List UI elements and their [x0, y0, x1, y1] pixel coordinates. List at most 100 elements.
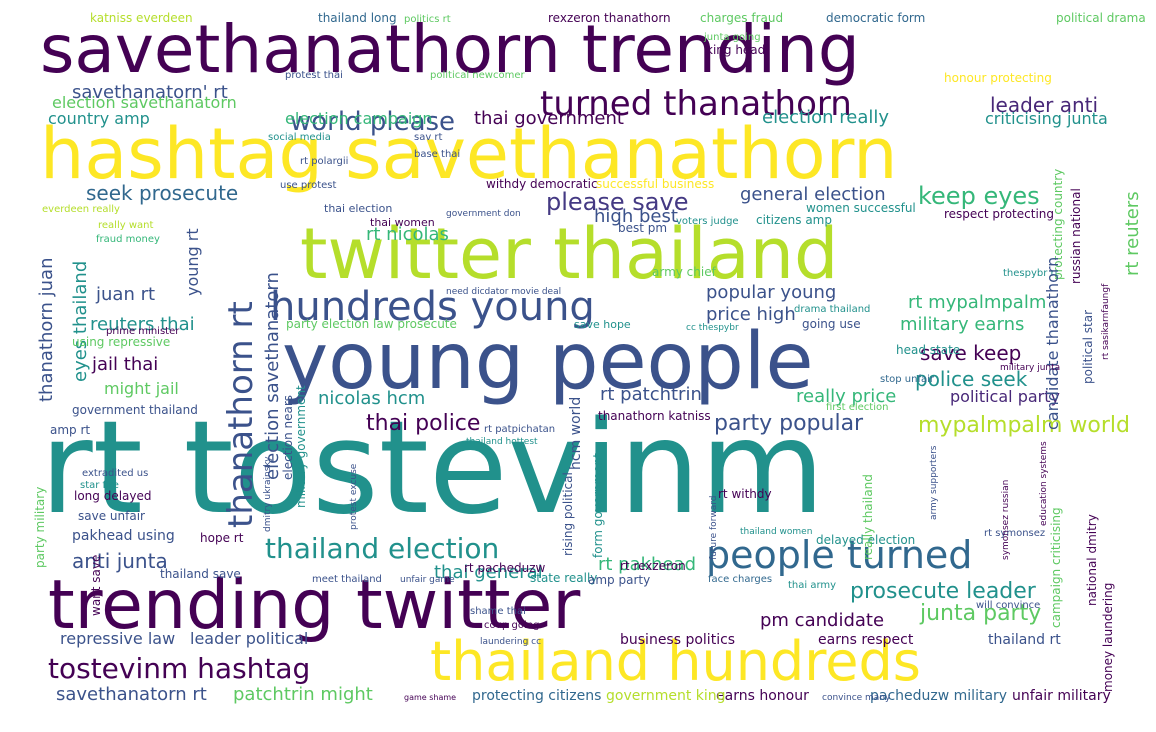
word-government-thailand: government thailand	[72, 403, 198, 417]
word-leader-anti: leader anti	[990, 93, 1098, 117]
word-using-repressive: using repressive	[72, 335, 170, 349]
word-government-king: government king	[606, 688, 726, 704]
word-savethanatorn-rt: savethanatorn' rt	[72, 82, 228, 103]
word-shame-thai: shame thai	[470, 606, 526, 617]
word-political-party: political party	[950, 387, 1060, 406]
word-best-pm: best pm	[618, 221, 667, 235]
word-rt-tostevinm: rt tostevinm	[40, 394, 825, 543]
word-pacheduzw-military: pacheduzw military	[870, 688, 1007, 704]
word-leader-political: leader political	[190, 629, 308, 648]
word-first-election: first election	[826, 402, 888, 413]
word-price-high: price high	[706, 304, 796, 325]
word-form-government: form government	[591, 453, 605, 558]
word-rt-nicolas: rt nicolas	[366, 224, 449, 245]
word-women-successful: women successful	[806, 201, 916, 215]
word-everdeen-really: everdeen really	[42, 204, 120, 215]
word-sav-rt: sav rt	[414, 132, 443, 143]
word-nicolas-hcm: nicolas hcm	[318, 388, 425, 409]
word-government-don: government don	[446, 209, 521, 219]
word-protecting-citizens: protecting citizens	[472, 688, 601, 704]
word-thailand-hottest: thailand hottest	[466, 437, 538, 447]
word-symonsez-russian: symonsez russian	[1001, 480, 1011, 560]
word-rt-patchtrin: rt patchtrin	[600, 384, 702, 405]
word-will-convince: will convince	[976, 600, 1040, 611]
word-dmitry-ukrainsky: dmitry ukrainsky	[263, 456, 273, 532]
word-prime-minister: prime minister	[106, 326, 180, 337]
word-long-delayed: long delayed	[74, 489, 152, 503]
word-thailand-rt: thailand rt	[988, 632, 1061, 648]
word-thailand-women: thailand women	[740, 527, 812, 537]
word-want-save: want save	[89, 555, 103, 616]
word-patchtrin-might: patchtrin might	[233, 684, 373, 705]
word-education-systems: education systems	[1039, 441, 1049, 526]
word-general-election: general election	[740, 184, 886, 205]
word-thai-police: thai police	[366, 411, 480, 436]
word-voters-judge: voters judge	[676, 216, 739, 227]
word-thanathorn-juan: thanathorn juan	[36, 258, 57, 402]
word-twitter-thailand: twitter thailand	[300, 213, 838, 295]
word-party-military: party military	[33, 487, 47, 568]
word-amp-rt: amp rt	[50, 423, 90, 437]
word-criticising-junta: criticising junta	[985, 109, 1108, 128]
word-campaign-criticising: campaign criticising	[1049, 507, 1063, 628]
word-popular-young: popular young	[706, 282, 836, 303]
word-thai-army: thai army	[788, 580, 836, 591]
word-fraud-money: fraud money	[96, 234, 160, 245]
word-thai-election: thai election	[324, 202, 392, 215]
word-military-earns: military earns	[900, 314, 1024, 335]
word-party-popular: party popular	[714, 411, 864, 436]
word-young-people: young people	[282, 317, 813, 407]
word-police-seek: police seek	[915, 367, 1028, 391]
word-save-hope: save hope	[574, 318, 631, 331]
word-military-junta: military junta	[1000, 363, 1060, 373]
word-unfair-military: unfair military	[1012, 688, 1111, 704]
word-thai-general: thai general	[434, 562, 543, 583]
word-political-drama: political drama	[1056, 11, 1146, 25]
word-repressive-law: repressive law	[60, 629, 175, 648]
word-seek-prosecute: seek prosecute	[86, 181, 238, 205]
word-future-forward: future forward	[709, 495, 719, 560]
word-honour-protecting: honour protecting	[944, 71, 1052, 85]
word-king-head: king head	[706, 43, 765, 57]
word-use-protest: use protest	[280, 180, 337, 191]
word-army-chief: army chief	[652, 265, 717, 279]
word-hope-rt: hope rt	[200, 531, 244, 545]
word-rt-rexzeron: rt rexzeron	[620, 559, 686, 573]
word-young-rt: young rt	[183, 228, 202, 296]
word-face-charges: face charges	[708, 574, 772, 585]
word-protecting-country: protecting country	[1051, 169, 1065, 280]
word-please-save: please save	[546, 188, 688, 216]
word-going-use: going use	[802, 317, 861, 331]
word-rt-sasikarnfaungf: rt sasikarnfaungf	[1101, 283, 1111, 360]
word-election-campaign: election campaign	[285, 109, 433, 128]
word-game-shame: game shame	[404, 693, 456, 702]
word-rt-polargii: rt polargii	[300, 156, 348, 167]
word-savethanatorn-rt: savethanatorn rt	[56, 684, 207, 705]
word-anti-junta: anti junta	[72, 549, 168, 573]
word-extradited-us: extradited us	[82, 468, 148, 479]
word-candidate-thanathorn: candidate thanathorn	[1043, 257, 1062, 430]
word-convince-many: convince many	[822, 693, 891, 703]
word-juan-rt: juan rt	[95, 284, 155, 305]
word-election-really: election really	[762, 107, 889, 128]
word-star-fire: star fire	[80, 480, 119, 491]
word-junta-going: junta going	[703, 32, 761, 43]
word-charges-fraud: charges fraud	[700, 11, 783, 25]
word-head-state: head state	[896, 343, 960, 357]
word-election-nears: election nears	[281, 395, 295, 480]
word-world-please: world please	[290, 107, 455, 137]
word-thailand-hundreds: thailand hundreds	[430, 630, 921, 693]
word-democratic-form: democratic form	[826, 11, 925, 25]
word-really-price: really price	[796, 386, 896, 407]
word-thanathorn-rt: thanathorn rt	[221, 301, 261, 528]
word-social-media: social media	[268, 132, 331, 143]
word-political-newcomer: political newcomer	[430, 70, 525, 81]
word-rexzeron-thanathorn: rexzeron thanathorn	[548, 11, 671, 25]
word-savethanathorn-trending: savethanathorn trending	[40, 11, 860, 88]
word-reuters-thai: reuters thai	[90, 314, 195, 335]
word-laundering-cc: laundering cc	[480, 637, 541, 647]
word-thespybr-rt: thespybr rt	[1003, 268, 1059, 279]
word-earns-respect: earns respect	[818, 632, 914, 648]
